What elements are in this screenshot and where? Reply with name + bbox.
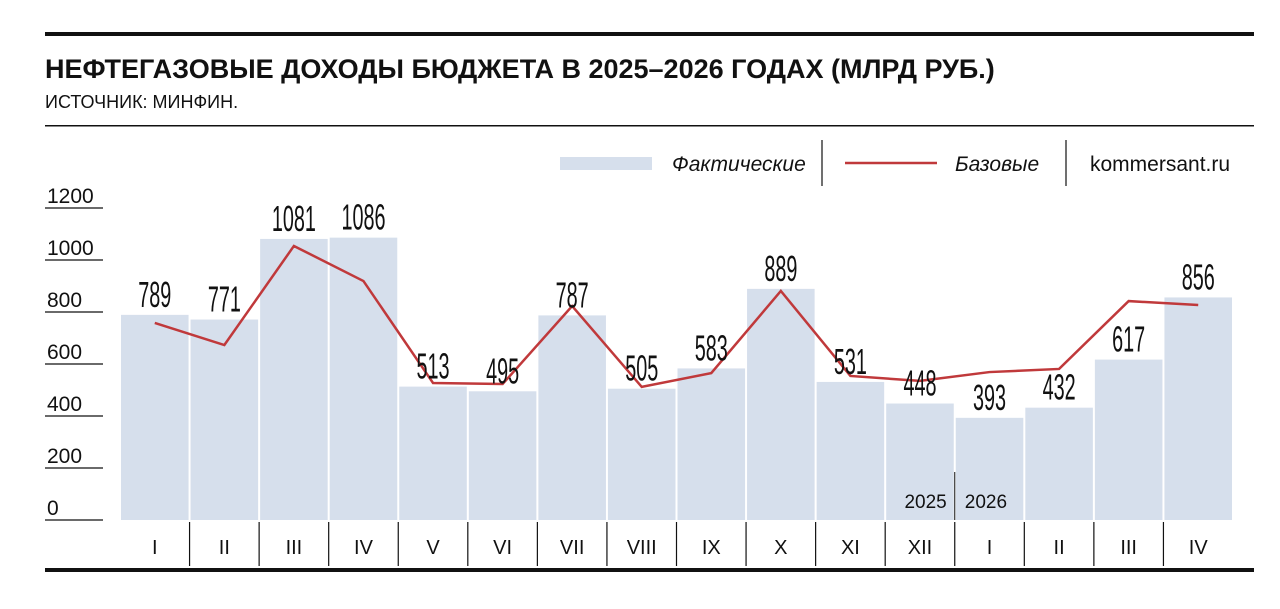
value-label: 617 [1112, 321, 1145, 361]
bar [747, 288, 815, 520]
value-label: 856 [1182, 258, 1215, 298]
bar [399, 386, 467, 520]
y-tick-label: 800 [47, 289, 82, 312]
y-tick-label: 1000 [47, 237, 94, 260]
bar [955, 417, 1024, 520]
x-tick-label: VII [560, 537, 584, 559]
source-credit: kommersant.ru [1090, 153, 1230, 176]
value-label: 1081 [272, 200, 316, 240]
chart-title: НЕФТЕГАЗОВЫЕ ДОХОДЫ БЮДЖЕТА В 2025–2026 … [45, 54, 995, 84]
x-tick-label: XII [908, 537, 932, 559]
bar [468, 391, 537, 520]
value-label: 1086 [341, 199, 385, 239]
bottom-rule [45, 568, 1254, 572]
bar [538, 315, 606, 520]
legend-label: Базовые [955, 153, 1039, 176]
x-tick-label: II [219, 537, 230, 559]
value-label: 432 [1043, 369, 1076, 409]
value-label: 513 [417, 348, 450, 388]
value-label: 531 [834, 343, 867, 383]
bar [677, 368, 746, 520]
bar [260, 238, 328, 520]
x-tick-label: III [286, 537, 303, 559]
bar [886, 403, 954, 520]
value-label: 771 [208, 281, 241, 321]
value-label: 505 [625, 350, 658, 390]
chart-subtitle: ИСТОЧНИК: МИНФИН. [45, 92, 238, 112]
value-label: 583 [695, 329, 728, 369]
x-tick-label: IV [354, 537, 374, 559]
y-tick-label: 0 [47, 497, 59, 520]
value-label: 889 [764, 250, 797, 290]
x-tick-label: IX [702, 537, 721, 559]
x-tick-label: XI [841, 537, 860, 559]
bar [1025, 407, 1093, 520]
x-tick-label: III [1120, 537, 1137, 559]
bar [1094, 359, 1163, 520]
x-tick-label: II [1054, 537, 1065, 559]
year-label: 2025 [904, 492, 946, 513]
x-tick-label: X [774, 537, 787, 559]
x-tick-label: I [152, 537, 158, 559]
legend-label: Фактические [672, 153, 806, 176]
y-tick-label: 1200 [47, 185, 94, 208]
y-tick-label: 600 [47, 341, 82, 364]
header-rule [45, 125, 1254, 127]
value-label: 789 [138, 276, 171, 316]
bar [1164, 297, 1232, 520]
x-tick-label: V [426, 537, 440, 559]
x-tick-label: IV [1189, 537, 1209, 559]
legend-swatch [560, 157, 652, 170]
x-tick-label: VIII [627, 537, 657, 559]
bar [607, 388, 676, 520]
bar [329, 237, 398, 520]
line [154, 244, 1199, 389]
x-tick-label: I [987, 537, 993, 559]
value-label: 495 [486, 352, 519, 392]
x-tick-label: VI [493, 537, 512, 559]
bar [816, 381, 885, 520]
y-tick-label: 400 [47, 393, 82, 416]
value-label: 393 [973, 379, 1006, 419]
value-label: 448 [903, 365, 936, 405]
top-rule [45, 32, 1254, 36]
bar [190, 319, 259, 520]
bar [121, 314, 189, 520]
y-tick-label: 200 [47, 445, 82, 468]
year-label: 2026 [965, 492, 1007, 513]
value-label: 787 [556, 276, 589, 316]
